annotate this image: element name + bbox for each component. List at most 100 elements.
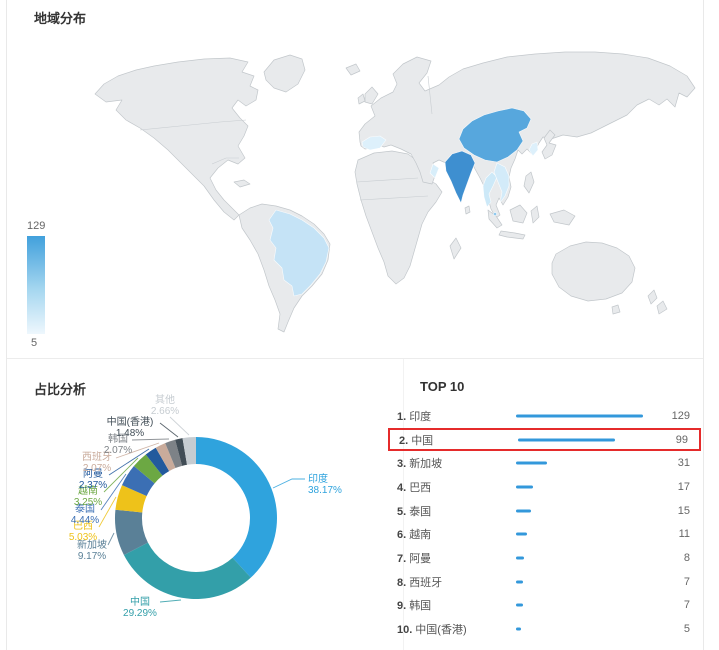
top10-rank-and-name: 7.阿曼	[397, 550, 431, 566]
world-map	[88, 42, 700, 352]
donut-label-name: 中国(香港)	[107, 415, 154, 428]
top10-value: 99	[676, 434, 688, 446]
section-divider	[7, 358, 703, 359]
top10-country-name: 西班牙	[406, 577, 442, 589]
top10-row[interactable]: 7.阿曼 8	[388, 546, 701, 570]
island-sulawesi	[531, 206, 539, 223]
donut-label-pct: 2.07%	[104, 445, 132, 456]
donut-label-pct: 38.17%	[308, 485, 342, 496]
top10-value: 129	[672, 410, 690, 422]
donut-slice-1[interactable]	[196, 437, 277, 578]
top10-value: 7	[684, 576, 690, 588]
donut-leader-line	[132, 439, 169, 440]
island-sri-lanka	[465, 206, 470, 214]
top10-rank-and-name: 6.越南	[397, 526, 431, 542]
top10-bar	[516, 580, 523, 583]
top10-rank-and-name: 9.韩国	[397, 597, 431, 613]
top10-row[interactable]: 8.西班牙 7	[388, 570, 701, 594]
panel-right-border	[703, 0, 704, 650]
top10-bar	[516, 556, 524, 559]
island-java	[499, 231, 525, 239]
top10-row[interactable]: 5.泰国 15	[388, 499, 701, 523]
top10-row-highlighted[interactable]: 2.中国 99	[388, 428, 701, 452]
island-borneo	[510, 205, 527, 223]
island-ireland	[358, 94, 365, 104]
island-new-zealand-north	[648, 290, 657, 304]
top10-country-name: 新加坡	[406, 458, 442, 470]
top10-row[interactable]: 6.越南 11	[388, 522, 701, 546]
top10-bar	[516, 604, 523, 607]
top10-country-name: 巴西	[406, 482, 431, 494]
top10-section-title: TOP 10	[420, 379, 464, 394]
top10-value: 17	[678, 481, 690, 493]
island-philippines	[524, 172, 534, 193]
top10-country-name: 中国	[408, 435, 433, 447]
top10-bar	[516, 628, 521, 631]
island-cuba	[234, 180, 250, 187]
donut-label-pct: 29.29%	[123, 608, 157, 619]
top10-rank-and-name: 4.巴西	[397, 479, 431, 495]
donut-label-pct: 2.66%	[151, 406, 179, 417]
donut-label-pct: 3.25%	[74, 497, 102, 508]
top10-country-name: 中国(香港)	[412, 624, 466, 636]
top10-row[interactable]: 1.印度 129	[388, 404, 701, 428]
donut-leader-line	[170, 417, 189, 435]
donut-leader-line	[108, 533, 114, 545]
top10-value: 15	[678, 505, 690, 517]
map-country-singapore[interactable]	[493, 212, 496, 215]
island-great-britain	[365, 87, 378, 104]
top10-rank-and-name: 5.泰国	[397, 503, 431, 519]
donut-label-pct: 5.03%	[69, 532, 97, 543]
top10-value: 7	[684, 599, 690, 611]
top10-value: 31	[678, 457, 690, 469]
donut-label-pct: 9.17%	[78, 551, 106, 562]
top10-country-name: 越南	[406, 529, 431, 541]
top10-country-name: 韩国	[406, 600, 431, 612]
continent-greenland	[264, 55, 305, 92]
continent-north-america	[95, 58, 258, 220]
donut-slice-2[interactable]	[124, 543, 251, 599]
donut-label-pct: 4.44%	[71, 515, 99, 526]
island-tasmania	[612, 305, 620, 314]
top10-rank-and-name: 10.中国(香港)	[397, 621, 467, 637]
top10-bar	[516, 509, 531, 512]
map-legend: 129 5	[22, 220, 62, 349]
donut-leader-line	[273, 479, 305, 488]
legend-gradient-bar	[27, 236, 45, 334]
donut-leader-line	[160, 600, 181, 602]
top10-country-name: 印度	[406, 411, 431, 423]
island-iceland	[346, 64, 360, 75]
island-new-zealand-south	[657, 301, 667, 314]
island-new-guinea	[550, 210, 575, 225]
donut-label-pct: 1.48%	[116, 428, 144, 439]
donut-label-pct: 2.37%	[79, 480, 107, 491]
donut-leader-line	[160, 423, 178, 437]
top10-country-name: 泰国	[406, 506, 431, 518]
donut-chart: 印度38.17%中国29.29%新加坡9.17%巴西5.03%泰国4.44%越南…	[20, 390, 400, 650]
top10-value: 8	[684, 552, 690, 564]
top10-bar	[518, 438, 615, 441]
top10-value: 11	[679, 528, 690, 540]
top10-row[interactable]: 3.新加坡 31	[388, 451, 701, 475]
top10-rank-and-name: 2.中国	[399, 432, 433, 448]
legend-max-value: 129	[22, 220, 62, 232]
top10-rank-and-name: 3.新加坡	[397, 455, 442, 471]
donut-label-pct: 2.07%	[83, 463, 111, 474]
top10-rank-and-name: 1.印度	[397, 408, 431, 424]
donut-label-name: 中国	[130, 595, 150, 608]
donut-label-name: 印度	[308, 472, 328, 485]
donut-label-name: 其他	[155, 393, 175, 406]
top10-row[interactable]: 9.韩国 7	[388, 594, 701, 618]
top10-list: 1.印度 129 2.中国 99 3.新加坡 31 4.巴西 17 5.泰国 15 6.越南 11 7.…	[388, 404, 701, 641]
map-section-title: 地域分布	[34, 8, 86, 27]
top10-country-name: 阿曼	[406, 553, 431, 565]
top10-rank-and-name: 8.西班牙	[397, 574, 442, 590]
top10-row[interactable]: 4.巴西 17	[388, 475, 701, 499]
legend-min-value: 5	[22, 337, 62, 349]
top10-row[interactable]: 10.中国(香港)5	[388, 617, 701, 641]
continent-australia	[552, 242, 635, 301]
dashboard-page: { "page": { "map_section_title": "地域分布",…	[0, 0, 719, 650]
map-country-india[interactable]	[445, 151, 475, 203]
top10-bar	[516, 485, 533, 488]
island-madagascar	[450, 238, 461, 259]
